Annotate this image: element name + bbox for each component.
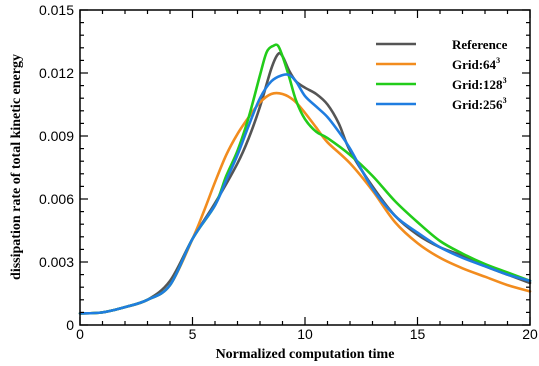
y-tick-labels: 0 0.003 0.006 0.009 0.012 0.015	[39, 2, 74, 333]
legend-label-1: Grid:643	[452, 56, 500, 72]
legend-label-2: Grid:1283	[452, 76, 507, 92]
series-layer	[78, 43, 532, 315]
x-tick-label: 20	[522, 326, 538, 342]
series-line-0	[78, 51, 532, 315]
y-tick-label: 0.009	[39, 128, 74, 144]
legend-label-superscript: 3	[503, 76, 507, 85]
legend-label-superscript: 3	[496, 56, 500, 65]
x-tick-label: 0	[76, 326, 84, 342]
y-tick-label: 0	[66, 317, 74, 333]
legend: Reference Grid:643 Grid:1283 Grid:2563	[376, 37, 508, 112]
x-axis-title: Normalized computation time	[216, 347, 395, 362]
y-tick-label: 0.006	[39, 191, 74, 207]
x-tick-label: 15	[410, 326, 426, 342]
series-line-1	[78, 91, 532, 315]
series-line-3	[78, 73, 532, 315]
y-axis-title: dissipation rate of total kinetic energy	[9, 54, 24, 280]
y-tick-label: 0.003	[39, 254, 74, 270]
legend-label-3: Grid:2563	[452, 96, 507, 112]
y-tick-label: 0.015	[39, 2, 74, 18]
legend-label-superscript: 3	[503, 96, 507, 105]
legend-label-0: Reference	[452, 37, 508, 52]
x-tick-labels: 0 5 10 15 20	[76, 326, 538, 342]
axis-ticks	[79, 9, 531, 326]
y-tick-label: 0.012	[39, 65, 74, 81]
x-tick-label: 10	[297, 326, 313, 342]
x-tick-label: 5	[189, 326, 197, 342]
